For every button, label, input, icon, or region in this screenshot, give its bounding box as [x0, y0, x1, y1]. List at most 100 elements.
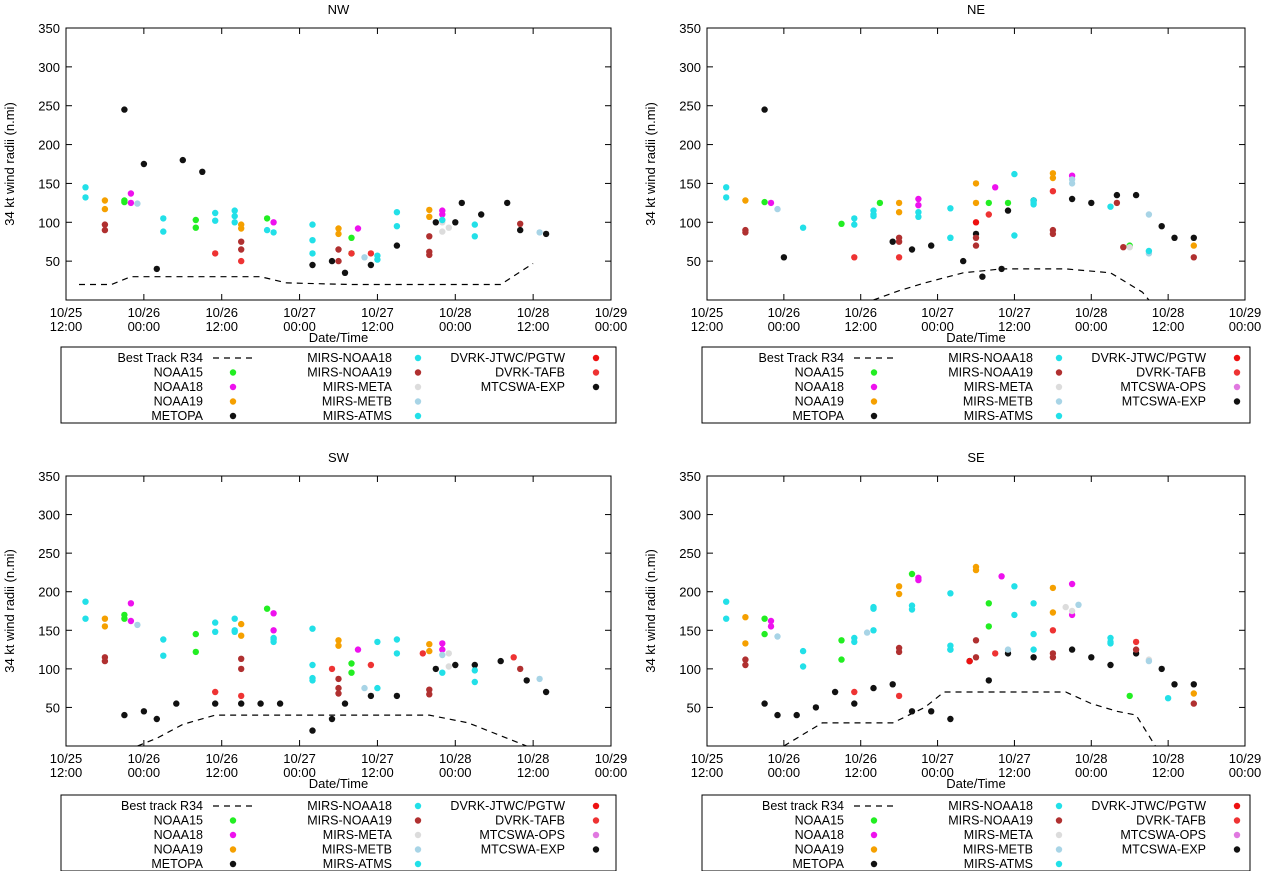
- point-noaa15: [192, 216, 199, 224]
- x-tick-label: 12:00: [517, 765, 550, 780]
- point-mirs-noaa18: [393, 223, 401, 230]
- point-metopa: [432, 219, 439, 226]
- legend-label: MIRS-NOAA18: [948, 351, 1033, 365]
- point-metopa: [780, 254, 788, 261]
- point-mirs-noaa19: [972, 654, 980, 661]
- point-metopa: [452, 219, 459, 226]
- point-noaa18: [270, 610, 277, 617]
- point-noaa15: [121, 197, 128, 204]
- point-dvrk-tafb: [238, 257, 245, 265]
- point-metopa: [947, 715, 954, 723]
- point-mirs-metb: [1145, 211, 1153, 218]
- legend-marker-metopa: [870, 860, 878, 868]
- point-dvrk-tafb: [1132, 638, 1140, 646]
- point-metopa: [432, 665, 439, 673]
- legend-marker-mtcswa-exp: [1233, 846, 1241, 853]
- point-mirs-noaa19: [517, 665, 524, 673]
- y-axis-label: 34 kt wind radii (n.mi): [643, 549, 658, 673]
- point-metopa: [908, 708, 916, 715]
- point-dvrk-tafb: [851, 688, 858, 696]
- x-tick-label: 00:00: [128, 765, 161, 780]
- legend-label: MIRS-ATMS: [964, 857, 1033, 871]
- point-metopa: [328, 715, 336, 723]
- x-tick-label: 12:00: [691, 765, 724, 780]
- point-mirs-noaa18: [723, 194, 730, 201]
- legend-marker-mirs-atms: [1055, 860, 1063, 868]
- legend-label: NOAA18: [795, 380, 844, 394]
- y-tick-label: 200: [38, 585, 60, 600]
- legend-marker-dvrk-jtwc-pgtw: [1233, 354, 1241, 362]
- point-mirs-noaa18: [212, 209, 219, 217]
- point-mirs-metb: [361, 684, 368, 692]
- point-mirs-noaa18: [1107, 203, 1114, 210]
- x-axis-label: Date/Time: [309, 776, 368, 791]
- point-mirs-noaa19: [335, 684, 342, 692]
- x-tick-label: 10/26: [128, 751, 161, 766]
- point-mirs-noaa18: [160, 228, 167, 235]
- best-track-line: [79, 262, 534, 286]
- legend-label: DVRK-JTWC/PGTW: [1091, 351, 1206, 365]
- point-metopa: [1088, 654, 1095, 661]
- legend-label: DVRK-JTWC/PGTW: [450, 799, 565, 813]
- y-tick-label: 50: [46, 700, 60, 715]
- point-noaa19: [972, 180, 980, 187]
- point-mirs-noaa18: [374, 638, 381, 646]
- y-tick-label: 250: [38, 546, 60, 561]
- point-noaa18: [915, 195, 922, 203]
- legend-marker-mtcswa-exp: [592, 383, 600, 391]
- legend-marker-mirs-meta: [414, 383, 422, 391]
- point-metopa: [985, 677, 992, 684]
- point-dvrk-tafb: [895, 692, 903, 700]
- point-metopa: [774, 711, 781, 719]
- legend-marker-mtcswa-exp: [592, 846, 600, 853]
- legend-label: MIRS-METB: [963, 843, 1033, 857]
- point-mirs-noaa19: [238, 246, 245, 253]
- chart-title: NE: [967, 2, 985, 17]
- x-tick-label: 10/25: [50, 751, 83, 766]
- x-tick-label: 10/26: [205, 305, 238, 320]
- point-metopa: [1171, 681, 1178, 688]
- point-mirs-noaa19: [895, 238, 903, 245]
- point-metopa: [341, 700, 349, 707]
- point-mirs-metb: [134, 621, 141, 629]
- legend-marker-metopa: [229, 860, 237, 868]
- chart-panel-sw: SW5010015020025030035010/2512:0010/2600:…: [2, 450, 627, 872]
- x-axis-label: Date/Time: [946, 330, 1005, 345]
- point-noaa18: [127, 190, 135, 197]
- legend-marker-mtcswa-ops: [1233, 383, 1241, 391]
- point-mirs-noaa18: [309, 661, 316, 669]
- point-mirs-meta: [439, 228, 446, 235]
- point-noaa19: [1049, 174, 1057, 182]
- point-mirs-metb: [1004, 646, 1012, 653]
- legend-label: MIRS-NOAA18: [307, 799, 392, 813]
- x-tick-label: 00:00: [128, 319, 161, 334]
- legend-marker-metopa: [870, 412, 878, 420]
- point-noaa18: [767, 199, 775, 207]
- point-noaa15: [761, 615, 768, 622]
- legend-marker-mirs-meta: [1055, 383, 1063, 391]
- point-mirs-atms: [231, 627, 238, 634]
- legend-marker-noaa19: [229, 846, 237, 853]
- point-mirs-noaa19: [1120, 244, 1127, 251]
- legend-marker-noaa15: [229, 817, 237, 824]
- point-noaa15: [263, 605, 271, 612]
- legend-marker-mirs-metb: [1055, 846, 1063, 853]
- x-tick-label: 00:00: [768, 765, 801, 780]
- point-metopa: [851, 700, 858, 707]
- point-noaa15: [985, 623, 992, 630]
- point-mirs-metb: [1075, 601, 1082, 608]
- point-mirs-noaa19: [335, 690, 342, 697]
- point-mirs-noaa18: [1030, 600, 1037, 607]
- point-metopa: [179, 156, 186, 164]
- point-dvrk-tafb: [510, 654, 517, 661]
- x-tick-label: 10/26: [844, 751, 877, 766]
- x-tick-label: 00:00: [921, 319, 954, 334]
- legend-marker-dvrk-tafb: [1233, 817, 1241, 824]
- point-noaa15: [263, 215, 271, 222]
- point-mirs-noaa18: [851, 221, 858, 228]
- point-mirs-noaa19: [1132, 646, 1140, 653]
- point-noaa15: [838, 656, 845, 663]
- point-mirs-noaa18: [799, 647, 807, 655]
- point-mirs-metb: [536, 675, 543, 683]
- point-noaa15: [761, 198, 768, 206]
